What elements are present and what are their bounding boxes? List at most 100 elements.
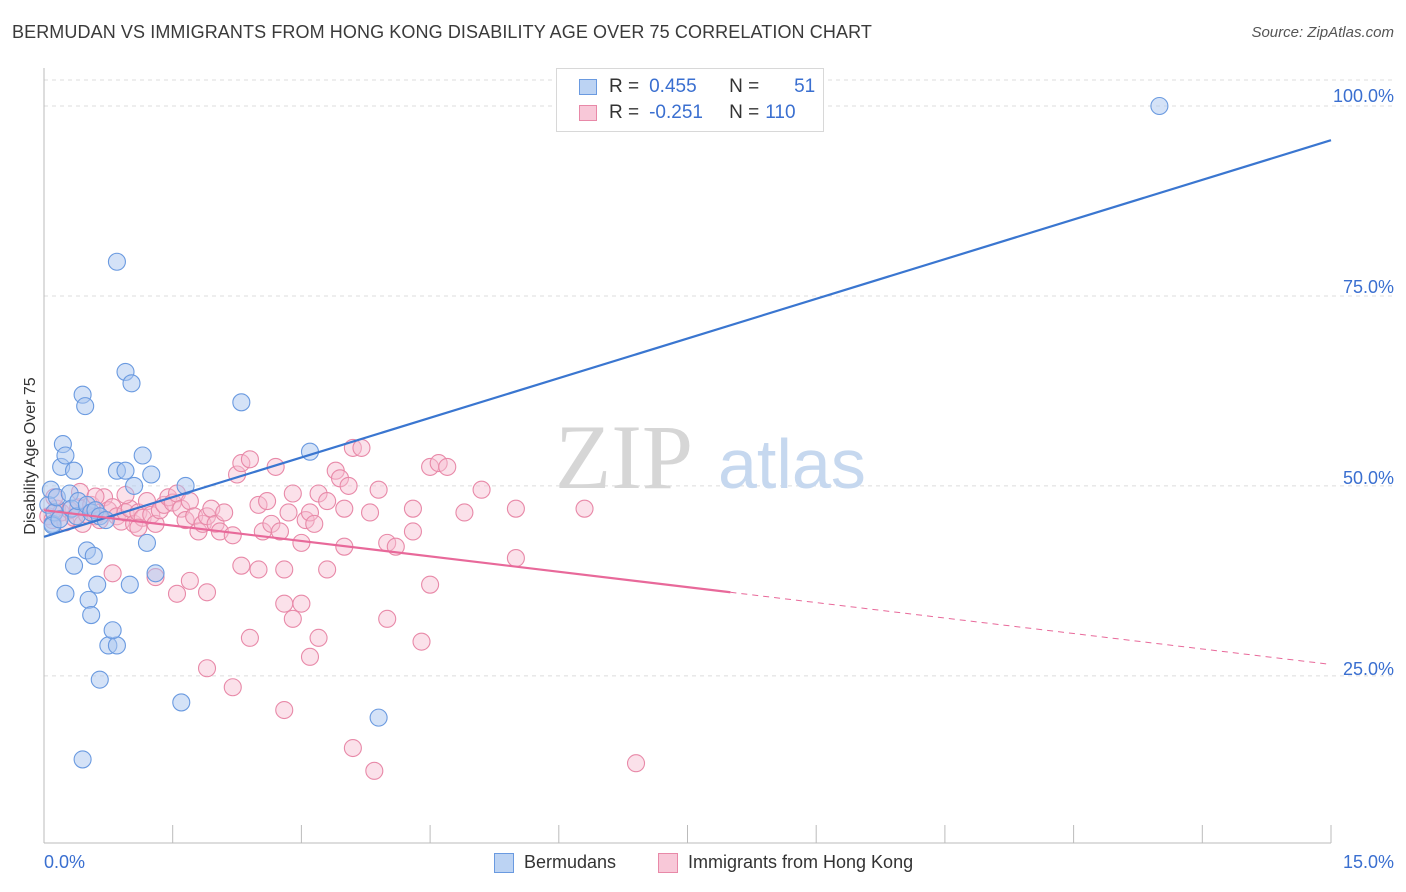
point-hong-kong [300, 647, 320, 666]
legend-swatch-bermudans [494, 852, 514, 873]
point-hong-kong [626, 754, 646, 773]
point-bermudan [73, 750, 92, 769]
legend-swatch-pink [579, 105, 597, 121]
point-hong-kong [318, 560, 337, 579]
point-bermudan [137, 533, 157, 552]
point-hong-kong [403, 499, 422, 518]
correlation-legend: R = 0.455 N = 51 R = -0.251 N = 110 [556, 68, 824, 132]
point-hong-kong [309, 628, 328, 647]
point-bermudan [133, 446, 152, 465]
point-hong-kong [283, 609, 302, 628]
x-tick-max: 15.0% [1342, 852, 1394, 872]
point-bermudan [79, 590, 98, 609]
point-hong-kong [575, 499, 594, 518]
point-hong-kong [339, 476, 358, 495]
series-legend: Bermudans Immigrants from Hong Kong [0, 852, 1406, 876]
point-bermudan [107, 636, 126, 655]
source-attribution: Source: ZipAtlas.com [1251, 24, 1394, 41]
point-hong-kong [223, 678, 242, 697]
point-hong-kong [506, 499, 525, 518]
point-hong-kong [335, 499, 354, 518]
point-hong-kong [270, 522, 290, 541]
point-hong-kong [292, 533, 311, 552]
series-bermudans [39, 96, 1169, 769]
point-hong-kong [103, 564, 122, 583]
point-bermudan [76, 397, 95, 416]
point-hong-kong [197, 583, 217, 602]
point-hong-kong [403, 522, 422, 541]
watermark: ZIP atlas [555, 406, 866, 508]
legend-row-bermudans: R = 0.455 N = 51 [579, 75, 815, 99]
point-bermudan [56, 446, 75, 465]
point-bermudan [50, 510, 69, 529]
chart-title: BERMUDAN VS IMMIGRANTS FROM HONG KONG DI… [12, 22, 872, 42]
point-hong-kong [249, 495, 268, 514]
point-hong-kong [438, 457, 457, 476]
point-hong-kong [369, 480, 388, 499]
legend-r-label: R = [609, 102, 640, 123]
axes [43, 68, 1332, 844]
point-bermudan [107, 252, 126, 271]
point-hong-kong [215, 503, 234, 522]
point-bermudan [88, 575, 107, 594]
point-bermudan [56, 584, 75, 603]
point-hong-kong [240, 450, 259, 469]
point-hong-kong [275, 560, 294, 579]
trend-line-hong-kong-extension [730, 591, 1332, 665]
point-bermudan [146, 564, 165, 583]
point-hong-kong [223, 526, 242, 545]
point-hong-kong [412, 632, 431, 651]
watermark-zip: ZIP [555, 406, 693, 508]
point-hong-kong [300, 503, 320, 522]
point-hong-kong [455, 503, 474, 522]
legend-n-label: N = [729, 76, 760, 97]
legend-n-label: N = [729, 102, 760, 123]
point-bermudan [103, 621, 122, 640]
legend-label-bermudans: Bermudans [524, 852, 617, 872]
point-bermudan [1150, 96, 1169, 116]
legend-n-value: 110 [765, 102, 796, 123]
y-tick-25: 25.0% [1342, 659, 1394, 679]
point-bermudan [125, 476, 144, 495]
point-bermudan [116, 461, 135, 480]
legend-swatch-blue [579, 79, 597, 95]
y-tick-50: 50.0% [1342, 468, 1394, 488]
point-bermudan [122, 374, 141, 393]
point-hong-kong [232, 454, 251, 473]
point-hong-kong [275, 594, 294, 613]
point-bermudan [82, 606, 101, 625]
point-bermudan [232, 393, 251, 412]
legend-swatch-hong-kong [658, 852, 678, 873]
y-tick-100: 100.0% [1332, 86, 1394, 106]
legend-item-bermudans: Bermudans [494, 852, 616, 873]
point-hong-kong [352, 438, 371, 457]
point-hong-kong [378, 609, 397, 628]
point-hong-kong [176, 511, 195, 530]
legend-row-hong-kong: R = -0.251 N = 110 [579, 101, 796, 125]
point-bermudan [172, 693, 191, 712]
point-hong-kong [472, 480, 491, 499]
legend-r-value: -0.251 [649, 102, 703, 123]
point-hong-kong [305, 514, 324, 533]
point-hong-kong [506, 549, 525, 568]
point-hong-kong [360, 503, 380, 522]
y-tick-75: 75.0% [1342, 277, 1394, 297]
point-hong-kong [275, 700, 294, 720]
point-hong-kong [283, 484, 302, 503]
point-hong-kong [343, 738, 362, 758]
legend-r-label: R = [609, 76, 640, 97]
point-hong-kong [421, 575, 440, 594]
point-hong-kong [232, 556, 251, 575]
watermark-atlas: atlas [718, 425, 866, 503]
legend-item-hong-kong: Immigrants from Hong Kong [658, 852, 913, 873]
trend-line-hong-kong [43, 509, 731, 594]
point-hong-kong [258, 492, 277, 511]
point-hong-kong [240, 628, 259, 647]
point-hong-kong [129, 518, 148, 537]
legend-label-hong-kong: Immigrants from Hong Kong [688, 852, 914, 872]
point-hong-kong [429, 454, 448, 473]
gridlines [44, 79, 1392, 677]
point-hong-kong [197, 659, 217, 678]
point-hong-kong [365, 761, 384, 780]
